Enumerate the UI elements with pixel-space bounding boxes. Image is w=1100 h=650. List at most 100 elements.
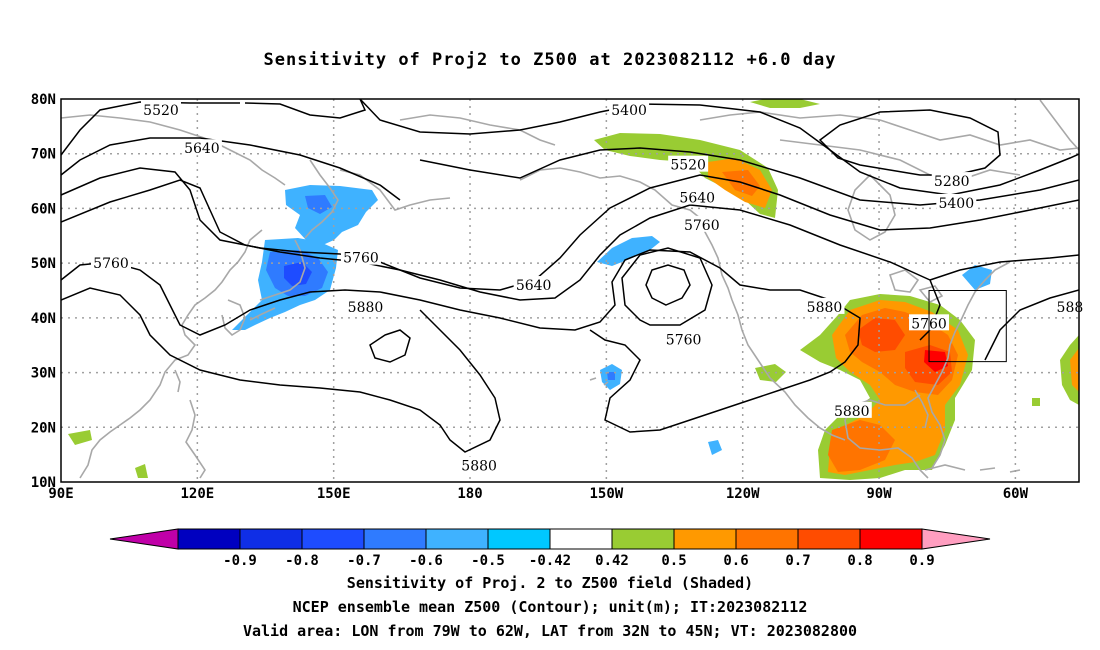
contour-5760-west [61, 179, 931, 301]
lon-tick-label: 90W [866, 486, 892, 502]
negative-sensitivity-newfoundland [962, 265, 992, 290]
contour-label-bg [90, 254, 131, 271]
contour-label: 5880 [834, 404, 870, 420]
positive-sensitivity-atlantic-edge-orange [1070, 348, 1079, 392]
map-title: Sensitivity of Proj2 to Z500 at 20230821… [263, 50, 837, 70]
contour-5640-west [61, 137, 401, 201]
coastline-north-america-west [731, 299, 846, 441]
coastline-korea [221, 299, 246, 337]
colorbar-label: -0.8 [285, 553, 319, 569]
lon-tick-label: 150E [317, 486, 351, 502]
negative-sensitivity-gulf-of-alaska [597, 236, 660, 266]
positive-sensitivity-indochina-speck [135, 464, 148, 478]
contour-5760-low [621, 247, 713, 326]
contour-label-bg [340, 248, 381, 265]
lat-tick-label: 10N [31, 475, 56, 491]
contour-labels: 5520 5640 5760 5760 5880 5640 5400 5520 5640 5760… [90, 100, 1086, 475]
lat-tick-label: 30N [31, 366, 56, 382]
contour-5400 [359, 99, 1079, 196]
lat-tick-label: 80N [31, 92, 56, 108]
colorbar-label: -0.7 [347, 553, 381, 569]
coastline-taiwan-philippines [174, 369, 206, 479]
contour-label: 5880 [461, 459, 497, 475]
colorbar-label: 0.5 [661, 553, 686, 569]
caption-contour: NCEP ensemble mean Z500 (Contour); unit(… [292, 598, 808, 616]
coastline-gulf-of-mexico [844, 394, 929, 479]
contour-label: 5760 [93, 256, 129, 272]
lon-tick-label: 150W [589, 486, 623, 502]
contour-label-bg [345, 297, 386, 314]
lon-tick-label: 120W [726, 486, 760, 502]
lon-tick-label: 60W [1003, 486, 1029, 502]
contour-5640-east [61, 167, 1079, 291]
lat-tick-label: 20N [31, 420, 56, 436]
colorbar: -0.9 -0.8 -0.7 -0.6 -0.5 -0.42 0.42 0.5 0.6 0.7 0.… [109, 528, 991, 569]
valid-area-box [928, 290, 1007, 363]
positive-sensitivity-atlantic-edge [1060, 335, 1079, 405]
contour-label-bg [459, 456, 500, 473]
caption-shaded: Sensitivity of Proj. 2 to Z500 field (Sh… [346, 574, 754, 592]
colorbar-swatch [177, 528, 241, 550]
contour-label: 5760 [343, 251, 379, 267]
contour-label-bg [936, 193, 977, 210]
contour-label: 5880 [348, 300, 384, 316]
coastlines [61, 99, 1079, 479]
contour-label: 5400 [938, 196, 974, 212]
colorbar-label: -0.5 [471, 553, 505, 569]
colorbar-label: -0.6 [409, 553, 443, 569]
colorbar-swatch [363, 528, 427, 550]
contour-label: 5520 [143, 103, 179, 119]
contour-5520-west [61, 101, 240, 156]
colorbar-swatch [549, 528, 613, 550]
lat-tick-label: 40N [31, 311, 56, 327]
contour-5880-asia [61, 249, 831, 336]
negative-sensitivity-central-pacific-core [607, 372, 615, 380]
coastline-kamchatka [304, 159, 451, 239]
contour-label: 5760 [666, 333, 702, 349]
contour-5280 [818, 109, 1001, 176]
contour-label: 588 [1057, 300, 1084, 316]
lon-tick-label: 180 [457, 486, 482, 502]
coastline-asia-east [61, 114, 286, 479]
contour-label: 5280 [934, 174, 970, 190]
caption-valid-area: Valid area: LON from 79W to 62W, LAT fro… [242, 622, 858, 640]
contour-label-bg [677, 188, 718, 205]
contour-5880-pacific-high [369, 329, 411, 363]
positive-sensitivity-india-speck [68, 430, 92, 445]
contour-5880-atlantic [984, 289, 1079, 361]
contour-label: 5400 [611, 103, 647, 119]
colorbar-swatch [487, 528, 551, 550]
coastline-japan [249, 239, 306, 321]
coastline-north-america-east [927, 261, 1011, 469]
contour-label-bg [663, 330, 704, 347]
contour-label-bg [831, 401, 872, 418]
colorbar-label: 0.9 [909, 553, 934, 569]
negative-sensitivity-east-pacific-speck [708, 440, 722, 455]
contour-label-bg [681, 215, 722, 232]
coastline-florida [914, 389, 929, 429]
contour-label-bg [609, 100, 650, 117]
contour-label: 5760 [684, 218, 720, 234]
coastline-great-lakes [888, 269, 944, 303]
colorbar-swatch [859, 528, 923, 550]
colorbar-label: 0.6 [723, 553, 748, 569]
plot-frame [60, 98, 1080, 483]
contour-5880-east-pacific [589, 299, 861, 433]
valid-area-rect [928, 290, 1007, 363]
colorbar-label: 0.7 [785, 553, 810, 569]
contour-5880-subtropical [61, 287, 501, 453]
colorbar-label: 0.8 [847, 553, 872, 569]
coastline-siberia-north [399, 114, 556, 146]
contour-label-bg [140, 100, 181, 117]
contour-label-bg [181, 139, 222, 156]
contour-label: 5640 [184, 141, 220, 157]
positive-sensitivity-alaska-band [594, 133, 778, 218]
contour-label: 5640 [516, 278, 552, 294]
contour-label: 5520 [670, 158, 706, 174]
colorbar-label: -0.42 [529, 553, 571, 569]
colorbar-swatch [301, 528, 365, 550]
lat-tick-label: 60N [31, 201, 56, 217]
colorbar-arrow-right [921, 528, 991, 550]
